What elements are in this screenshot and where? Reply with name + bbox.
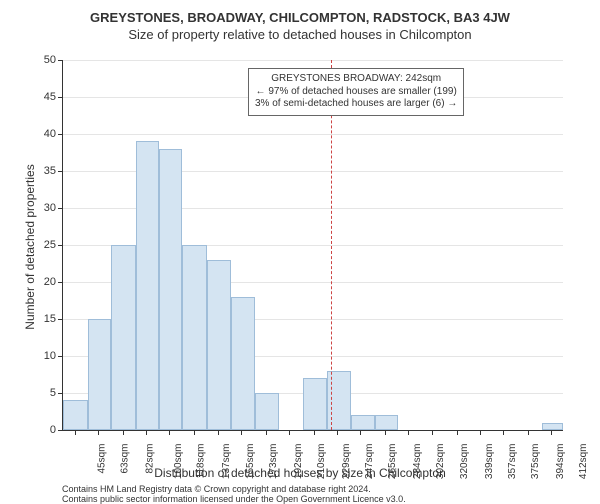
- xtick-label: 302sqm: [436, 444, 447, 480]
- xtick-mark: [194, 430, 195, 435]
- xtick-label: 118sqm: [196, 444, 207, 479]
- histogram-bar: [111, 245, 136, 430]
- xtick-label: 137sqm: [221, 444, 232, 480]
- xtick-label: 63sqm: [120, 444, 131, 474]
- xtick-mark: [98, 430, 99, 435]
- xtick-mark: [123, 430, 124, 435]
- annotation-line-3: 3% of semi-detached houses are larger (6…: [255, 98, 457, 111]
- ytick-mark: [58, 319, 63, 320]
- ytick-label: 5: [50, 387, 56, 399]
- ytick-label: 50: [44, 54, 56, 66]
- ytick-label: 20: [44, 276, 56, 288]
- histogram-bar: [303, 378, 326, 430]
- ytick-label: 45: [44, 91, 56, 103]
- ytick-label: 40: [44, 128, 56, 140]
- ytick-mark: [58, 60, 63, 61]
- ytick-label: 15: [44, 313, 56, 325]
- xtick-mark: [146, 430, 147, 435]
- xtick-label: 100sqm: [173, 444, 184, 480]
- histogram-bar: [63, 400, 88, 430]
- xtick-mark: [314, 430, 315, 435]
- histogram-bar: [351, 415, 374, 430]
- grid-line: [63, 60, 563, 61]
- ytick-label: 25: [44, 239, 56, 251]
- xtick-mark: [385, 430, 386, 435]
- xtick-mark: [457, 430, 458, 435]
- xtick-mark: [169, 430, 170, 435]
- histogram-bar: [136, 141, 159, 430]
- ytick-mark: [58, 171, 63, 172]
- xtick-label: 210sqm: [316, 444, 327, 480]
- xtick-mark: [241, 430, 242, 435]
- xtick-label: 229sqm: [341, 444, 352, 480]
- chart-container: GREYSTONES, BROADWAY, CHILCOMPTON, RADST…: [0, 0, 600, 500]
- reference-line: [331, 60, 332, 430]
- ytick-mark: [58, 393, 63, 394]
- ytick-label: 35: [44, 165, 56, 177]
- xtick-mark: [528, 430, 529, 435]
- annotation-box: GREYSTONES BROADWAY: 242sqm← 97% of deta…: [248, 68, 464, 116]
- histogram-bar: [255, 393, 278, 430]
- xtick-label: 45sqm: [96, 444, 107, 474]
- xtick-label: 412sqm: [578, 444, 589, 480]
- xtick-mark: [218, 430, 219, 435]
- xtick-mark: [408, 430, 409, 435]
- footer-line-2: Contains public sector information licen…: [62, 494, 406, 504]
- ytick-mark: [58, 208, 63, 209]
- xtick-mark: [75, 430, 76, 435]
- ytick-mark: [58, 97, 63, 98]
- chart-title-main: GREYSTONES, BROADWAY, CHILCOMPTON, RADST…: [0, 0, 600, 25]
- ytick-mark: [58, 134, 63, 135]
- histogram-bar: [231, 297, 256, 430]
- ytick-label: 0: [50, 424, 56, 436]
- y-axis-label: Number of detached properties: [23, 147, 37, 347]
- ytick-label: 10: [44, 350, 56, 362]
- footer-line-1: Contains HM Land Registry data © Crown c…: [62, 484, 371, 494]
- histogram-bar: [159, 149, 182, 430]
- xtick-label: 173sqm: [268, 444, 279, 480]
- histogram-bar: [88, 319, 111, 430]
- plot-area: GREYSTONES BROADWAY: 242sqm← 97% of deta…: [62, 60, 563, 431]
- xtick-mark: [289, 430, 290, 435]
- xtick-mark: [551, 430, 552, 435]
- xtick-mark: [360, 430, 361, 435]
- xtick-label: 284sqm: [412, 444, 423, 480]
- xtick-mark: [503, 430, 504, 435]
- ytick-mark: [58, 282, 63, 283]
- histogram-bar: [207, 260, 230, 430]
- histogram-bar: [182, 245, 207, 430]
- grid-line: [63, 134, 563, 135]
- ytick-mark: [58, 245, 63, 246]
- xtick-mark: [480, 430, 481, 435]
- xtick-label: 247sqm: [364, 444, 375, 480]
- xtick-label: 357sqm: [507, 444, 518, 480]
- ytick-label: 30: [44, 202, 56, 214]
- histogram-bar: [375, 415, 398, 430]
- xtick-label: 192sqm: [293, 444, 304, 480]
- ytick-mark: [58, 430, 63, 431]
- xtick-label: 375sqm: [530, 444, 541, 480]
- xtick-label: 155sqm: [245, 444, 256, 480]
- chart-title-sub: Size of property relative to detached ho…: [0, 25, 600, 42]
- xtick-label: 82sqm: [144, 444, 155, 474]
- annotation-line-1: GREYSTONES BROADWAY: 242sqm: [255, 73, 457, 86]
- xtick-mark: [266, 430, 267, 435]
- histogram-bar: [542, 423, 563, 430]
- xtick-mark: [337, 430, 338, 435]
- ytick-mark: [58, 356, 63, 357]
- xtick-label: 394sqm: [555, 444, 566, 480]
- xtick-label: 265sqm: [387, 444, 398, 480]
- xtick-label: 320sqm: [459, 444, 470, 480]
- xtick-label: 339sqm: [484, 444, 495, 480]
- annotation-line-2: ← 97% of detached houses are smaller (19…: [255, 86, 457, 99]
- xtick-mark: [432, 430, 433, 435]
